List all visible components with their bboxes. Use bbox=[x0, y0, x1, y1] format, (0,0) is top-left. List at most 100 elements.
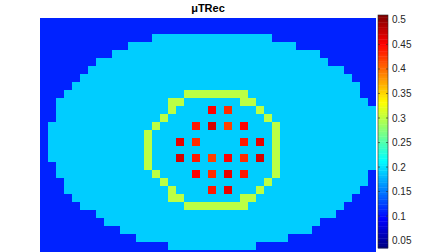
heatmap-cell bbox=[176, 90, 184, 98]
colorbar-tick-label: 0.15 bbox=[392, 186, 412, 197]
heatmap-cell bbox=[48, 98, 56, 106]
heatmap-cell bbox=[72, 154, 80, 162]
chart: μTRec0.050.10.150.20.250.30.350.40.450.5 bbox=[0, 0, 448, 252]
heatmap-cell bbox=[264, 74, 272, 82]
heatmap-cell bbox=[96, 202, 104, 210]
heatmap-cell bbox=[200, 122, 208, 130]
heatmap-cell bbox=[192, 34, 200, 42]
colorbar-segment bbox=[378, 148, 388, 151]
heatmap-cell bbox=[136, 106, 144, 114]
heatmap-cell bbox=[224, 74, 232, 82]
heatmap-cell bbox=[64, 50, 72, 58]
heatmap-cell bbox=[64, 18, 72, 26]
colorbar-tick bbox=[378, 44, 380, 45]
heatmap-cell bbox=[328, 146, 336, 154]
heatmap-cell bbox=[336, 194, 344, 202]
heatmap-cell bbox=[328, 82, 336, 90]
heatmap-cell bbox=[112, 106, 120, 114]
heatmap-cell bbox=[336, 34, 344, 42]
heatmap-cell bbox=[344, 138, 352, 146]
colorbar-tick bbox=[386, 191, 388, 192]
heatmap-cell bbox=[176, 178, 184, 186]
heatmap-cell bbox=[152, 146, 160, 154]
heatmap-cell bbox=[288, 194, 296, 202]
heatmap-cell bbox=[296, 178, 304, 186]
heatmap-cell bbox=[40, 234, 48, 242]
colorbar-segment bbox=[378, 214, 388, 217]
heatmap-cell bbox=[88, 186, 96, 194]
heatmap-cell bbox=[272, 98, 280, 106]
heatmap-cell bbox=[200, 90, 208, 98]
colorbar-segment bbox=[378, 134, 388, 137]
colorbar-segment bbox=[378, 51, 388, 54]
heatmap-cell bbox=[56, 234, 64, 242]
colorbar-segment bbox=[378, 49, 388, 52]
colorbar-segment bbox=[378, 71, 388, 74]
heatmap-cell bbox=[104, 18, 112, 26]
heatmap-cell bbox=[168, 234, 176, 242]
colorbar-segment bbox=[378, 85, 388, 88]
colorbar-segment bbox=[378, 76, 388, 79]
heatmap-cell bbox=[232, 90, 240, 98]
heatmap-cell bbox=[168, 154, 176, 162]
heatmap-cell bbox=[48, 74, 56, 82]
heatmap-cell bbox=[56, 178, 64, 186]
colorbar-segment bbox=[378, 64, 388, 67]
colorbar-segment bbox=[378, 173, 388, 176]
heatmap-cell bbox=[304, 154, 312, 162]
heatmap-cell bbox=[208, 50, 216, 58]
heatmap-cell bbox=[288, 106, 296, 114]
colorbar-segment bbox=[378, 185, 388, 188]
heatmap-cell bbox=[216, 58, 224, 66]
heatmap-cell bbox=[368, 186, 376, 194]
heatmap-cell bbox=[136, 42, 144, 50]
colorbar-segment bbox=[378, 192, 388, 195]
heatmap-cell bbox=[248, 194, 256, 202]
heatmap-cell bbox=[136, 162, 144, 170]
heatmap-cell bbox=[288, 18, 296, 26]
heatmap-cell bbox=[136, 234, 144, 242]
heatmap-cell bbox=[176, 226, 184, 234]
heatmap-cell bbox=[160, 170, 168, 178]
heatmap-cell bbox=[368, 210, 376, 218]
heatmap-cell bbox=[104, 26, 112, 34]
colorbar-segment bbox=[378, 93, 388, 96]
heatmap-cell bbox=[80, 74, 88, 82]
heatmap-cell bbox=[96, 234, 104, 242]
heatmap-cell bbox=[192, 122, 200, 130]
heatmap-cell bbox=[64, 130, 72, 138]
colorbar-segment bbox=[378, 44, 388, 47]
colorbar-segment bbox=[378, 127, 388, 130]
heatmap-cell bbox=[176, 138, 184, 146]
colorbar-segment bbox=[378, 122, 388, 125]
heatmap-cell bbox=[280, 250, 288, 252]
heatmap-cell bbox=[256, 90, 264, 98]
heatmap-cell bbox=[360, 58, 368, 66]
heatmap-cell bbox=[336, 58, 344, 66]
heatmap-cell bbox=[128, 106, 136, 114]
heatmap-cell bbox=[248, 106, 256, 114]
heatmap-cell bbox=[264, 58, 272, 66]
heatmap-cell bbox=[88, 42, 96, 50]
heatmap-cell bbox=[352, 250, 360, 252]
heatmap-cell bbox=[96, 146, 104, 154]
heatmap-cell bbox=[224, 42, 232, 50]
heatmap-cell bbox=[336, 114, 344, 122]
heatmap-cell bbox=[72, 74, 80, 82]
heatmap-cell bbox=[144, 82, 152, 90]
heatmap-cell bbox=[184, 178, 192, 186]
heatmap-cell bbox=[112, 34, 120, 42]
heatmap-cell bbox=[160, 90, 168, 98]
heatmap-cell bbox=[192, 138, 200, 146]
heatmap-cell bbox=[112, 26, 120, 34]
heatmap-cell bbox=[288, 250, 296, 252]
heatmap-cell bbox=[128, 250, 136, 252]
heatmap-cell bbox=[200, 226, 208, 234]
heatmap-cell bbox=[256, 234, 264, 242]
colorbar-segment bbox=[378, 182, 388, 185]
heatmap-cell bbox=[168, 58, 176, 66]
colorbar-segment bbox=[378, 105, 388, 108]
heatmap-cell bbox=[168, 162, 176, 170]
heatmap-cell bbox=[40, 50, 48, 58]
heatmap-cell bbox=[120, 162, 128, 170]
